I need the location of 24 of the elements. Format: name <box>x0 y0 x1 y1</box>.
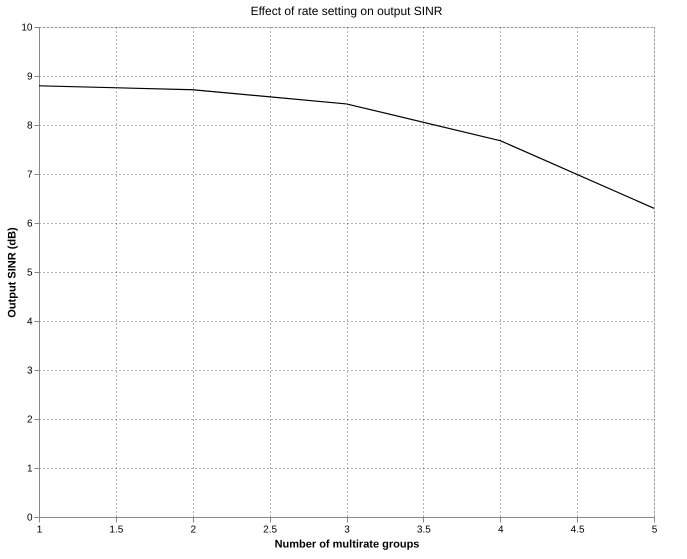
x-tick-label: 1 <box>36 524 43 536</box>
y-tick-label: 1 <box>26 464 33 474</box>
chart-title: Effect of rate setting on output SINR <box>250 4 443 18</box>
x-tick-label: 3.5 <box>416 524 432 536</box>
y-tick-label: 7 <box>26 170 33 180</box>
x-tick-label: 5 <box>652 524 658 536</box>
y-tick-label: 3 <box>26 366 33 376</box>
y-tick-label: 8 <box>26 120 33 132</box>
x-tick-label: 1.5 <box>109 524 124 536</box>
y-tick-label: 6 <box>26 218 33 230</box>
x-tick-label: 4.5 <box>570 524 586 536</box>
y-tick-label: 10 <box>21 22 33 34</box>
y-tick-label: 0 <box>26 512 33 524</box>
x-tick-label: 3 <box>344 524 350 536</box>
y-tick-label: 5 <box>26 268 33 278</box>
x-tick-label: 2 <box>190 524 196 536</box>
y-axis-title: Output SINR (dB) <box>6 226 18 318</box>
x-tick-label: 2.5 <box>263 524 278 536</box>
line-series <box>38 85 655 209</box>
y-tick-label: 4 <box>26 316 33 328</box>
x-axis-title: Number of multirate groups <box>274 538 420 550</box>
y-tick-label: 2 <box>26 414 33 426</box>
y-tick-label: 9 <box>26 72 33 82</box>
x-tick-label: 4 <box>498 524 504 536</box>
